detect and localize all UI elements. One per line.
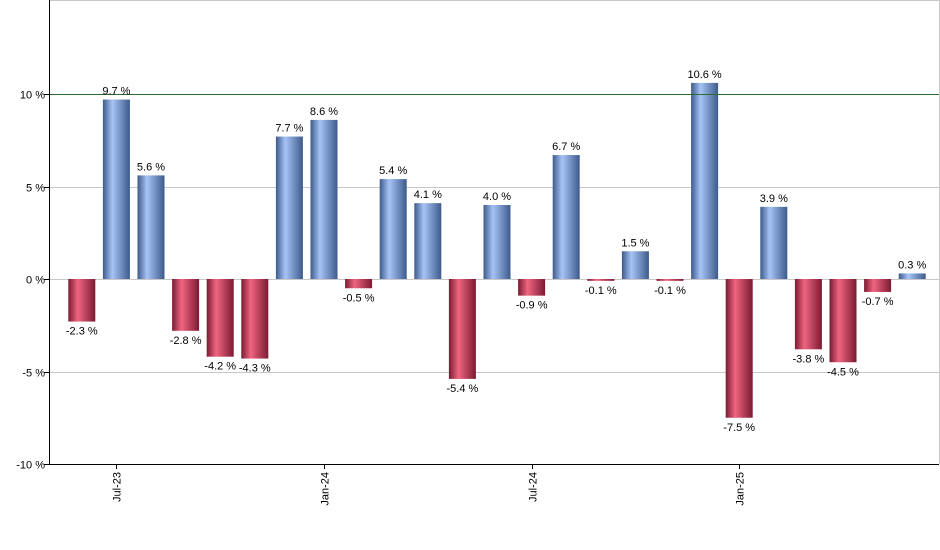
data-label-Oct-24: 1.5 %	[621, 237, 649, 249]
data-label-Feb-25: 3.9 %	[760, 193, 788, 205]
bar-May-25	[864, 279, 892, 292]
data-label-Jun-23: -2.3 %	[66, 326, 98, 338]
bar-Mar-24	[379, 179, 407, 279]
bar-Apr-25	[829, 279, 857, 363]
data-label-Jul-24: -0.9 %	[516, 300, 548, 312]
data-label-May-25: -0.7 %	[862, 296, 894, 308]
data-label-Nov-24: -0.1 %	[654, 285, 686, 297]
data-label-Aug-24: 6.7 %	[552, 141, 580, 153]
bar-Jun-23	[68, 279, 96, 322]
bar-Jul-23	[102, 99, 130, 279]
y-tick-label: -10 %	[16, 460, 45, 472]
bar-Dec-24	[691, 82, 719, 280]
bar-May-24	[448, 279, 476, 379]
bar-Oct-23	[206, 279, 234, 357]
bar-Jan-25	[725, 279, 753, 418]
bar-Jun-24	[483, 205, 511, 279]
bar-Feb-25	[760, 206, 788, 279]
data-label-Apr-24: 4.1 %	[414, 189, 442, 201]
data-label-Jan-25: -7.5 %	[723, 422, 755, 434]
bar-Nov-24	[656, 279, 684, 281]
data-label-Mar-25: -3.8 %	[793, 353, 825, 365]
data-label-Dec-24: 10.6 %	[687, 69, 721, 81]
data-label-Jun-24: 4.0 %	[483, 191, 511, 203]
y-tick-label: 5 %	[26, 183, 45, 195]
data-label-Mar-24: 5.4 %	[379, 165, 407, 177]
data-label-Jul-23: 9.7 %	[102, 86, 130, 98]
bar-Jul-24	[518, 279, 546, 296]
bar-Aug-23	[137, 175, 165, 279]
bar-Sep-24	[587, 279, 615, 281]
bars	[68, 82, 926, 418]
bar-Oct-24	[621, 251, 649, 279]
data-label-Dec-23: 7.7 %	[275, 123, 303, 135]
axes: -10 % -5 % 0 % 5 % 10 % Jul-23 Jan-24 Jul-24 Jan…	[16, 0, 939, 506]
data-label-Sep-24: -0.1 %	[585, 285, 617, 297]
data-label-May-24: -5.4 %	[447, 383, 479, 395]
bar-Nov-23	[241, 279, 269, 359]
x-tick-label: Jan-25	[735, 472, 747, 506]
data-label-Apr-25: -4.5 %	[827, 366, 859, 378]
y-tick-label: 0 %	[26, 275, 45, 287]
bar-Jun-25	[898, 273, 926, 279]
data-label-Feb-24: -0.5 %	[343, 292, 375, 304]
data-label-Nov-23: -4.3 %	[239, 363, 271, 375]
data-label-Jun-25: 0.3 %	[898, 259, 926, 271]
bar-Jan-24	[310, 119, 338, 280]
data-label-Jan-24: 8.6 %	[310, 106, 338, 118]
bar-Dec-23	[275, 136, 303, 279]
x-tick-label: Jul-23	[112, 472, 124, 502]
data-labels: -2.3 % 9.7 % 5.6 % -2.8 % -4.2 % -4.3 % 7.7 % 8…	[66, 69, 927, 434]
data-label-Aug-23: 5.6 %	[137, 161, 165, 173]
data-label-Sep-23: -2.8 %	[170, 335, 202, 347]
bar-Apr-24	[414, 203, 442, 279]
y-tick-label: -5 %	[22, 368, 45, 380]
bar-Aug-24	[552, 155, 580, 279]
bar-Feb-24	[345, 279, 373, 289]
y-tick-label: 10 %	[20, 90, 45, 102]
x-tick-label: Jul-24	[528, 472, 540, 502]
data-label-Oct-23: -4.2 %	[204, 361, 236, 373]
bar-Sep-23	[172, 279, 200, 331]
x-tick-label: Jan-24	[320, 472, 332, 506]
bar-Mar-25	[794, 279, 822, 350]
